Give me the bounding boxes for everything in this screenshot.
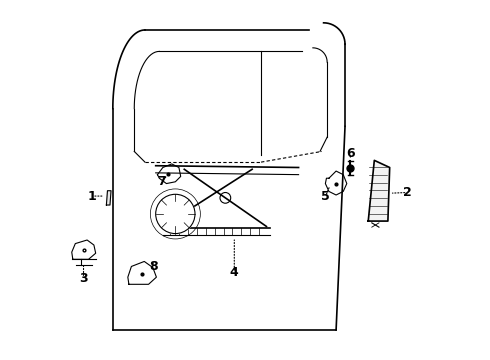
Text: 6: 6 xyxy=(346,147,355,160)
Polygon shape xyxy=(106,191,111,205)
Text: 3: 3 xyxy=(79,272,88,285)
Text: 2: 2 xyxy=(403,186,412,199)
Text: 4: 4 xyxy=(230,266,239,279)
Text: 1: 1 xyxy=(88,190,97,203)
Circle shape xyxy=(156,194,195,234)
Text: 8: 8 xyxy=(149,260,158,273)
Text: 7: 7 xyxy=(157,175,166,188)
Text: 5: 5 xyxy=(321,190,330,203)
Polygon shape xyxy=(368,160,390,221)
